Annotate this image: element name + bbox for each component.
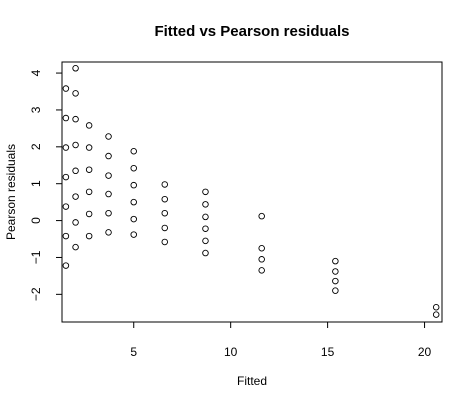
data-point [105, 229, 112, 236]
plot-frame [61, 61, 443, 323]
y-tick-label: 1 [29, 180, 43, 187]
x-axis: 5 10 15 20 [130, 321, 432, 359]
data-point [161, 209, 169, 217]
data-point [332, 277, 339, 285]
data-point [432, 303, 440, 311]
data-point [72, 65, 79, 72]
data-point [105, 209, 112, 217]
data-point [72, 115, 79, 123]
data-point [62, 144, 70, 151]
data-point [85, 144, 93, 151]
data-point [202, 237, 209, 245]
data-point [202, 225, 209, 232]
y-axis: −2 −1 0 1 2 3 4 [29, 69, 63, 301]
data-point [161, 238, 169, 246]
data-points [62, 65, 440, 318]
data-point [105, 190, 112, 198]
x-tick-label: 20 [418, 345, 432, 359]
data-point [105, 172, 112, 179]
data-point [130, 147, 137, 155]
data-point [62, 262, 70, 269]
data-point [85, 122, 93, 129]
data-point [332, 287, 339, 294]
x-tick-label: 5 [130, 345, 137, 359]
data-point [258, 244, 265, 252]
y-tick-label: 0 [29, 217, 43, 224]
data-point [258, 212, 265, 220]
data-point [130, 215, 137, 223]
data-point [202, 213, 209, 221]
data-point [130, 181, 137, 189]
data-point [62, 85, 70, 92]
data-point [72, 167, 79, 175]
chart-title: Fitted vs Pearson residuals [154, 23, 349, 40]
data-point [62, 203, 70, 210]
data-point [72, 90, 79, 97]
data-point [62, 173, 70, 181]
data-point [130, 198, 137, 206]
data-point [161, 181, 169, 188]
data-point [161, 224, 169, 232]
data-point [332, 268, 339, 275]
y-tick-label: 2 [29, 143, 43, 150]
data-point [202, 188, 209, 196]
data-point [130, 164, 137, 172]
data-point [105, 133, 112, 140]
x-tick-label: 15 [321, 345, 335, 359]
data-point [258, 267, 265, 274]
y-tick-label: 4 [29, 69, 43, 76]
data-point [332, 257, 339, 265]
data-point [202, 249, 209, 257]
data-point [202, 201, 209, 208]
x-tick-label: 10 [224, 345, 238, 359]
y-tick-label: −2 [29, 287, 43, 301]
data-point [62, 232, 70, 240]
x-axis-label: Fitted [237, 374, 267, 388]
data-point [130, 231, 137, 238]
y-tick-label: −1 [29, 250, 43, 264]
data-point [72, 141, 79, 149]
data-point [432, 311, 440, 318]
data-point [72, 243, 79, 251]
data-point [258, 256, 265, 263]
data-point [85, 166, 93, 173]
y-tick-label: 3 [29, 106, 43, 113]
data-point [72, 219, 79, 226]
data-point [161, 195, 169, 203]
data-point [85, 232, 93, 240]
data-point [105, 152, 112, 160]
data-point [85, 210, 93, 218]
data-point [72, 193, 79, 200]
y-axis-label: Pearson residuals [4, 144, 18, 240]
data-point [62, 114, 70, 122]
data-point [85, 188, 93, 196]
